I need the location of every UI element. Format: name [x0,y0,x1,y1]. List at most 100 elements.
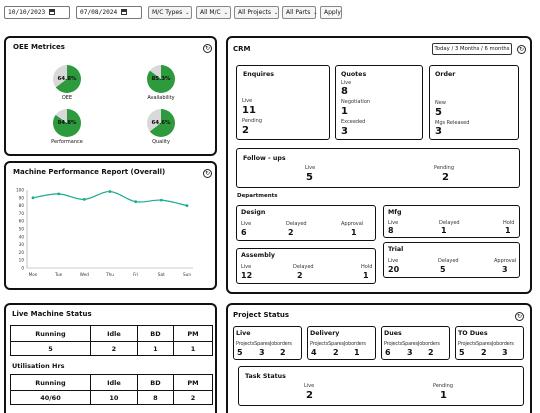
y-tick-label: 80 [19,203,25,208]
apply-button[interactable]: Apply [320,6,342,19]
order-new-label: New [435,100,446,106]
util-value-running: 40/60 [10,390,91,405]
machine-status-panel: Live Machine Status Running Idle BD PM 5… [4,303,217,413]
x-tick-label: Thu [105,272,114,277]
design-approval-value: 1 [351,228,357,237]
header-idle: Idle [90,325,138,342]
enquires-title: Enquires [243,71,275,78]
data-point [185,204,189,207]
projects-value: 4 [311,348,317,357]
to-date-input[interactable]: 07/08/2024 [76,6,142,19]
util-value-bd: 8 [136,390,175,405]
series-line [32,190,188,207]
trial-live-label: Live [388,258,399,264]
followups-live-label: Live [305,165,316,171]
projects-label: Projects [458,341,477,347]
chevron-down-icon: ⌄ [274,10,279,16]
quality-gauge-label: Quality [152,139,170,145]
quotes-title: Quotes [341,71,367,78]
design-live-label: Live [241,221,252,227]
project-card-delivery[interactable]: Delivery ProjectsSparesJoborders 4 2 1 [307,326,376,360]
all-mc-select[interactable]: All M/C ⌄ [196,6,231,19]
order-mgs-label: Mgs Released [435,120,470,126]
design-live-value: 6 [241,228,247,237]
util-header-pm: PM [173,374,213,391]
util-value-pm: 2 [173,390,213,405]
departments-title: Departments [237,193,278,199]
assembly-hold-value: 1 [363,271,369,280]
project-card-live[interactable]: Live ProjectsSparesJoborders 5 3 2 [233,326,302,360]
data-point [57,192,61,196]
project-card-to-dues[interactable]: TO Dues ProjectsSparesJoborders 5 2 3 [455,326,524,360]
refresh-icon[interactable]: ↻ [203,44,212,53]
mc-types-select[interactable]: M/C Types ⌄ [148,6,192,19]
followups-pending-label: Pending [434,165,454,171]
task-status-title: Task Status [245,373,286,380]
projects-value: 5 [237,348,243,357]
mfg-card[interactable]: Mfg Live 8 Delayed 1 Hold 1 [383,205,520,238]
design-approval-label: Approval [341,221,364,227]
trial-card[interactable]: Trial Live 20 Delayed 5 Approval 3 [383,242,520,278]
assembly-delayed-label: Delayed [293,264,314,270]
quotes-negotiation-label: Negotiation [341,99,371,105]
joborders-value: 2 [280,348,286,357]
performance-title: Machine Performance Report (Overall) [13,168,166,176]
x-tick-label: Tue [54,272,63,277]
from-date-input[interactable]: 10/10/2023 [4,6,70,19]
y-tick-label: 20 [19,250,25,255]
quotes-exceeded-label: Exceeded [341,119,366,125]
crm-title: CRM [233,45,251,53]
performance-gauge: 84.8% [53,109,81,137]
followups-pending-value: 2 [442,172,449,183]
followups-live-value: 5 [306,172,313,183]
x-tick-label: Fri [133,272,138,277]
quotes-negotiation-value: 1 [341,106,348,117]
followups-title: Follow - ups [243,155,286,162]
util-header-idle: Idle [90,374,138,391]
spares-label: Spares [254,341,270,347]
followups-card[interactable]: Follow - ups Live 5 Pending 2 [236,148,520,188]
x-tick-label: Wed [80,272,89,277]
y-tick-label: 10 [19,258,25,263]
task-status-card[interactable]: Task Status Live 2 Pending 1 [238,366,524,406]
design-delayed-label: Delayed [286,221,307,227]
card-title: TO Dues [458,330,488,337]
mfg-live-value: 8 [388,226,394,235]
quotes-exceeded-value: 3 [341,126,348,137]
performance-gauge-label: Performance [51,139,83,145]
refresh-icon[interactable]: ↻ [203,169,212,178]
project-card-dues[interactable]: Dues ProjectsSparesJoborders 6 3 2 [381,326,450,360]
oee-title: OEE Metrices [13,43,65,51]
all-projects-select[interactable]: All Projects ⌄ [234,6,279,19]
range-toggle-button[interactable]: Today / 3 Months / 6 months [432,43,512,55]
refresh-icon[interactable]: ↻ [517,45,526,54]
project-status-title: Project Status [233,311,290,319]
design-card[interactable]: Design Live 6 Delayed 2 Approval 1 [236,205,376,241]
order-mgs-value: 3 [435,126,442,137]
quotes-card[interactable]: Quotes Live 8 Negotiation 1 Exceeded 3 [335,65,423,140]
task-pending-label: Pending [433,383,453,389]
card-title: Live [236,330,251,337]
joborders-label: Joborders [491,341,514,347]
enquires-pending-label: Pending [242,118,262,124]
projects-label: Projects [310,341,329,347]
oee-panel: OEE Metrices ↻ 64.8% OEE 85.3% Availabil… [4,36,217,156]
quality-gauge: 64.6% [147,109,175,137]
y-tick-label: 90 [19,195,25,200]
enquires-card[interactable]: Enquires Live 11 Pending 2 [236,65,330,140]
spares-value: 2 [481,348,487,357]
calendar-icon[interactable] [121,9,128,15]
card-sublabels: ProjectsSparesJoborders [310,341,366,347]
refresh-icon[interactable]: ↻ [515,312,524,321]
header-running: Running [10,325,91,342]
trial-approval-label: Approval [494,258,517,264]
order-card[interactable]: Order New 5 Mgs Released 3 [429,65,519,140]
all-parts-select[interactable]: All Parts ⌄ [282,6,318,19]
calendar-icon[interactable] [49,9,56,15]
trial-delayed-label: Delayed [438,258,459,264]
assembly-card[interactable]: Assembly Live 12 Delayed 2 Hold 1 [236,248,376,284]
y-tick-label: 60 [19,219,25,224]
data-point [31,196,35,200]
data-point [108,190,112,193]
card-title: Dues [384,330,402,337]
